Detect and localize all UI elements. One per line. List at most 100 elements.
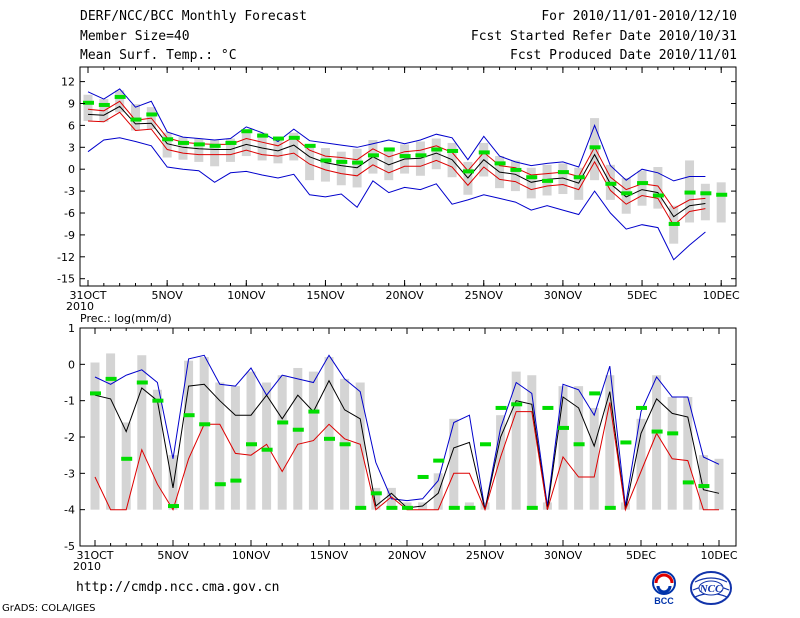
spread-bar xyxy=(215,382,225,510)
spread-bar xyxy=(621,177,631,214)
bcc-logo-text: BCC xyxy=(654,596,674,606)
x-year-label: 2010 xyxy=(66,300,94,313)
observed-marker xyxy=(199,422,211,427)
x-tick-label: 10DEC xyxy=(703,289,740,302)
x-tick-label: 10DEC xyxy=(700,549,737,562)
x-tick-label: 5DEC xyxy=(627,289,657,302)
y-tick-label: 0 xyxy=(68,358,75,371)
observed-marker xyxy=(621,191,633,196)
y-tick-label: 3 xyxy=(68,141,75,154)
observed-marker xyxy=(494,161,506,166)
observed-marker xyxy=(152,398,164,403)
spread-bar xyxy=(320,148,330,182)
observed-marker xyxy=(604,505,616,510)
observed-marker xyxy=(383,147,395,152)
spread-bar xyxy=(433,473,443,510)
observed-marker xyxy=(431,147,443,152)
forecast-start-date: Fcst Started Refer Date 2010/10/31 xyxy=(470,29,737,44)
spread-bar xyxy=(121,422,131,510)
observed-marker xyxy=(114,94,126,99)
spread-bar xyxy=(384,147,394,181)
ncc-logo-icon: NCC xyxy=(690,571,732,605)
spread-bar xyxy=(589,407,599,510)
observed-marker xyxy=(168,504,179,509)
observed-marker xyxy=(462,169,474,174)
plot-frame xyxy=(79,66,737,287)
observed-marker xyxy=(121,456,133,461)
spread-bar xyxy=(178,137,188,160)
spread-bar xyxy=(152,389,162,510)
observed-marker xyxy=(209,143,221,148)
observed-marker xyxy=(183,413,195,418)
observed-marker xyxy=(324,436,335,441)
member-size: Member Size=40 xyxy=(80,29,190,44)
source-url[interactable]: http://cmdp.ncc.cma.gov.cn xyxy=(76,580,280,595)
observed-marker xyxy=(478,150,490,155)
observed-marker xyxy=(304,143,316,148)
spread-bar xyxy=(257,132,267,161)
y-tick-label: 6 xyxy=(68,119,75,132)
observed-marker xyxy=(370,491,382,496)
series-line-outer-upper xyxy=(87,88,706,182)
spread-bar xyxy=(371,487,381,510)
observed-marker xyxy=(261,447,273,452)
bcc-logo-icon: BCC xyxy=(652,571,676,606)
x-tick-label: 30NOV xyxy=(544,289,583,302)
observed-marker xyxy=(433,458,445,463)
spread-bar xyxy=(510,160,520,192)
x-tick-label: 31OCT xyxy=(69,289,106,302)
observed-marker xyxy=(448,505,460,510)
spread-bar xyxy=(496,415,506,510)
spread-bar xyxy=(168,455,178,510)
observed-marker xyxy=(573,442,585,447)
observed-marker xyxy=(417,474,429,479)
observed-marker xyxy=(98,102,110,107)
spread-bar xyxy=(636,418,646,510)
x-year-label: 2010 xyxy=(73,560,101,573)
spread-bar xyxy=(511,371,521,510)
observed-marker xyxy=(651,429,663,434)
spread-bar xyxy=(277,375,287,510)
spread-bar xyxy=(130,104,140,131)
series-line-mean xyxy=(87,105,706,218)
observed-marker xyxy=(558,425,569,430)
observed-marker xyxy=(684,190,696,195)
x-tick-label: 25NOV xyxy=(466,549,505,562)
x-tick-label: 30NOV xyxy=(544,549,583,562)
x-tick-label: 5NOV xyxy=(152,289,184,302)
y-tick-label: -3 xyxy=(64,185,75,198)
observed-marker xyxy=(668,221,680,226)
observed-marker xyxy=(589,145,601,150)
spread-bar xyxy=(652,375,662,510)
chart-title: DERF/NCC/BCC Monthly Forecast xyxy=(80,9,307,24)
x-tick-label: 31OCT xyxy=(76,549,113,562)
y-tick-label: -12 xyxy=(57,251,75,264)
observed-marker xyxy=(667,431,679,436)
observed-marker xyxy=(214,482,226,487)
y-tick-label: -9 xyxy=(64,229,75,242)
observed-marker xyxy=(542,178,554,183)
x-tick-label: 5DEC xyxy=(626,549,656,562)
y-tick-label: -1 xyxy=(64,395,75,408)
observed-marker xyxy=(320,158,332,163)
spread-bar xyxy=(289,132,299,161)
y-tick-label: 0 xyxy=(68,163,75,176)
spread-bar xyxy=(449,418,459,510)
spread-bar xyxy=(574,386,584,510)
observed-marker xyxy=(225,140,237,145)
observed-marker xyxy=(716,192,728,197)
spread-bar xyxy=(210,140,220,167)
spread-bar xyxy=(90,362,100,510)
spread-bar xyxy=(431,138,441,170)
observed-marker xyxy=(620,440,632,445)
spread-bar xyxy=(293,367,303,510)
y-tick-label: -5 xyxy=(64,540,75,553)
observed-marker xyxy=(352,160,364,165)
spread-bar xyxy=(106,353,116,510)
spread-bar xyxy=(273,137,283,164)
spread-bar xyxy=(716,182,726,223)
spread-bar xyxy=(230,386,240,510)
observed-marker xyxy=(241,129,253,134)
observed-marker xyxy=(193,142,205,147)
